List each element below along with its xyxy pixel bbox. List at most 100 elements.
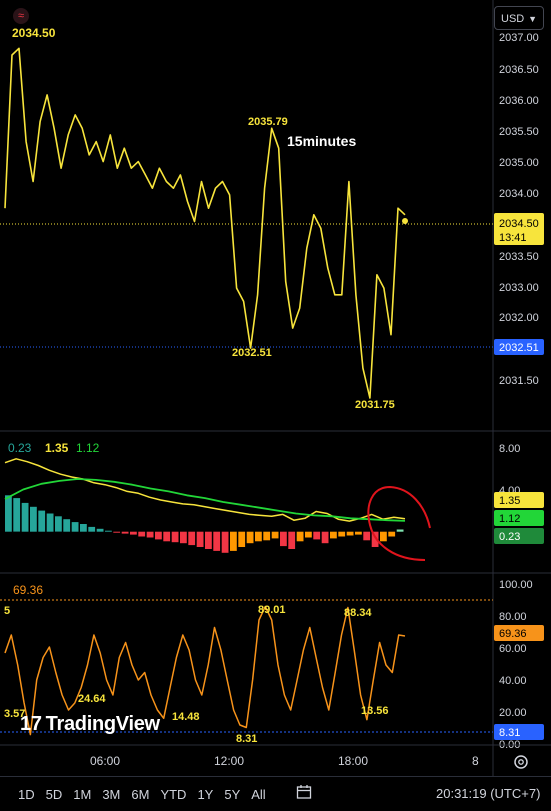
timeframe-6m[interactable]: 6M (131, 786, 150, 802)
indicator-value-2: 1.12 (76, 441, 100, 455)
clock-display[interactable]: 20:31:19 (UTC+7) (436, 786, 541, 801)
histogram-bar (380, 531, 387, 542)
histogram-bar (205, 531, 212, 549)
histogram-bar (296, 531, 304, 542)
histogram-bar (55, 516, 62, 532)
histogram-bar (305, 531, 312, 538)
price-axis[interactable]: 2037.00 2036.50 2036.00 2035.50 2035.00 … (499, 32, 539, 387)
histogram-bar (38, 510, 46, 532)
settings-gear-icon[interactable] (514, 755, 528, 769)
timeframe-1y[interactable]: 1Y (197, 786, 214, 802)
rsi-badge-low-text: 8.31 (499, 727, 520, 739)
histogram-bar (30, 506, 37, 532)
histogram-bar (221, 531, 229, 553)
rsi-label: 24.64 (78, 693, 106, 705)
price-series[interactable] (4, 47, 406, 399)
brand-text: TradingView (45, 713, 160, 735)
last-price-dot (402, 218, 408, 224)
timeframe-all[interactable]: All (251, 786, 266, 802)
price-tick: 2033.00 (499, 282, 539, 294)
last-price-header: 2034.50 (12, 26, 56, 40)
rsi-tick: 80.00 (499, 611, 527, 623)
rsi-series[interactable] (4, 605, 406, 736)
histogram-bar (255, 531, 262, 542)
histogram-bar (138, 531, 146, 537)
timeframe-ytd[interactable]: YTD (160, 786, 187, 802)
price-tick: 2037.00 (499, 32, 539, 44)
histogram-bar (213, 531, 221, 551)
low-line-badge (494, 339, 544, 355)
current-price-badge-text: 2034.50 (499, 218, 539, 230)
countdown-badge-text: 13:41 (499, 232, 527, 244)
histogram-bar (355, 531, 362, 535)
histogram-bar (163, 531, 171, 542)
histogram-bar (96, 528, 104, 532)
symbol-logo-icon[interactable]: ≈ (13, 8, 29, 24)
time-tick: 18:00 (338, 754, 368, 768)
histogram-bar (363, 531, 371, 541)
indicator-green-line (4, 478, 406, 522)
histogram-bar (121, 531, 129, 534)
histogram-bar (396, 529, 404, 532)
histogram-bar (346, 531, 354, 536)
indicator-badge-2-text: 1.12 (499, 513, 520, 525)
histogram-bar (171, 531, 179, 543)
histogram-bar (13, 498, 21, 532)
histogram-bar (263, 531, 271, 541)
rsi-value: 69.36 (13, 583, 43, 597)
rsi-label: 5 (4, 605, 10, 617)
currency-label: USD (501, 13, 525, 25)
hand-drawn-circle[interactable] (367, 485, 431, 561)
histogram-bar (230, 531, 237, 551)
indicator-histogram[interactable] (5, 495, 404, 553)
timeframe-1d[interactable]: 1D (18, 786, 35, 802)
indicator-lines[interactable] (4, 458, 406, 522)
chart-canvas[interactable]: 2037.00 2036.50 2036.00 2035.50 2035.00 … (0, 0, 551, 776)
rsi-line (4, 605, 406, 736)
indicator-value-1: 1.35 (45, 441, 69, 455)
histogram-bar (321, 531, 329, 544)
price-tick: 2035.00 (499, 157, 539, 169)
indicator-badge-1 (494, 492, 544, 508)
rsi-tick: 20.00 (499, 707, 527, 719)
timeframe-5d[interactable]: 5D (45, 786, 63, 802)
price-tick: 2031.50 (499, 375, 539, 387)
rsi-badge-current-text: 69.36 (499, 628, 527, 640)
timeframe-1m[interactable]: 1M (73, 786, 92, 802)
indicator-badge-2 (494, 510, 544, 526)
time-tick: 8 (472, 754, 479, 768)
low-line-badge-text: 2032.51 (499, 342, 539, 354)
chevron-down-icon: ▼ (528, 14, 537, 24)
timeframe-3m[interactable]: 3M (102, 786, 121, 802)
high-annotation: 2035.79 (248, 116, 288, 128)
bottom-toolbar: 1D 5D 1M 3M 6M YTD 1Y 5Y All (0, 776, 551, 811)
rsi-label: 13.56 (361, 705, 389, 717)
timeframe-5y[interactable]: 5Y (224, 786, 241, 802)
price-tick: 2033.50 (499, 251, 539, 263)
rsi-label: 3.57 (4, 708, 25, 720)
histogram-bar (155, 531, 162, 540)
tradingview-watermark: 17 TradingView (20, 713, 160, 736)
histogram-bar (238, 531, 246, 547)
histogram-bar (196, 531, 204, 547)
histogram-bar (338, 531, 346, 537)
histogram-bar (113, 531, 121, 533)
calendar-range-icon[interactable] (296, 784, 312, 800)
indicator-badge-1-text: 1.35 (499, 495, 520, 507)
histogram-bar (188, 531, 196, 546)
indicator-tick: 8.00 (499, 443, 520, 455)
rsi-tick: 40.00 (499, 675, 527, 687)
price-tick: 2034.00 (499, 188, 539, 200)
rsi-tick: 100.00 (499, 579, 533, 591)
histogram-bar (388, 531, 396, 537)
rsi-label: 8.31 (236, 733, 257, 745)
histogram-bar (371, 531, 379, 547)
currency-select[interactable]: USD ▼ (494, 6, 544, 30)
price-tick: 2036.50 (499, 64, 539, 76)
rsi-label: 14.48 (172, 711, 200, 723)
histogram-bar (46, 513, 54, 532)
histogram-bar (246, 531, 254, 544)
histogram-bar (63, 519, 71, 532)
indicator-yellow-line (4, 458, 406, 522)
histogram-bar (71, 522, 79, 532)
